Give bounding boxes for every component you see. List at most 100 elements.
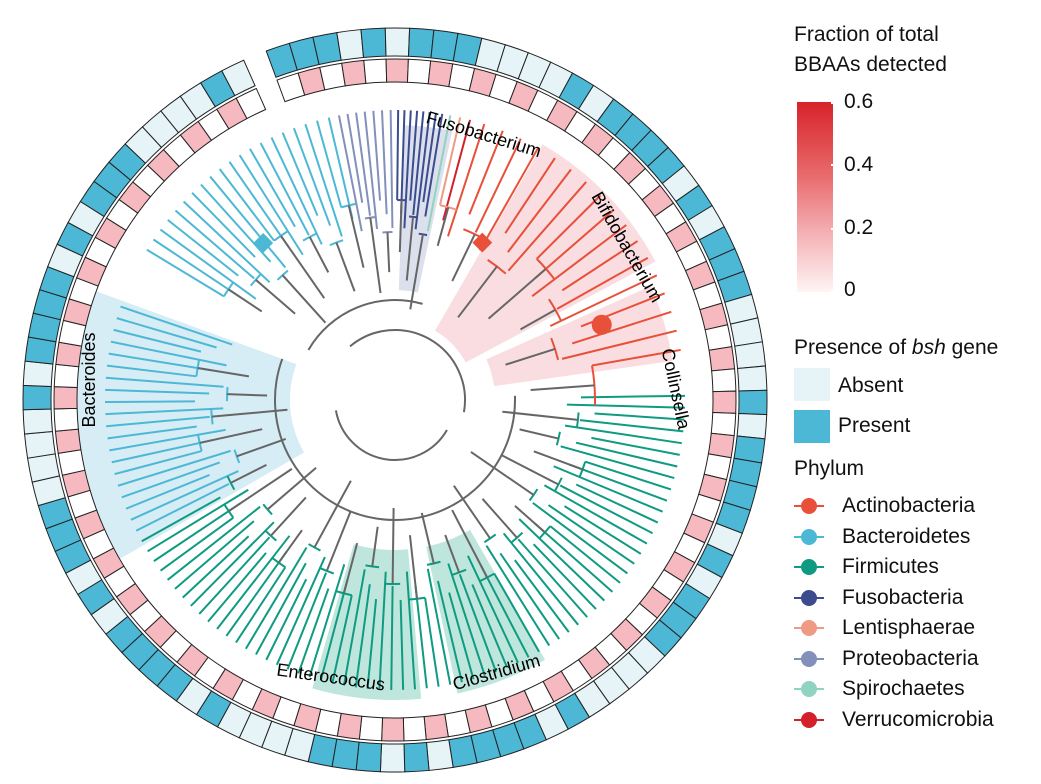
- internal-branch: [505, 347, 556, 366]
- scale-tick-mark: [831, 290, 841, 292]
- leaf-branch: [235, 566, 287, 644]
- leaf-branch: [493, 573, 540, 653]
- leaf-branch: [591, 436, 680, 456]
- bsh-presence-cell: [24, 430, 56, 459]
- fraction-heatmap-cell: [319, 62, 346, 91]
- internal-branch: [369, 217, 382, 294]
- fraction-heatmap-cell: [54, 428, 82, 454]
- phylum-dot-marker: [801, 650, 817, 667]
- leaf-branch: [372, 110, 382, 201]
- leaf-branch: [106, 415, 210, 428]
- fraction-heatmap-cell: [402, 716, 427, 742]
- clade-highlight-bifidobacterium: [435, 144, 656, 363]
- phylum-legend-title: Phylum: [794, 457, 865, 480]
- fraction-heatmap-cell: [708, 346, 736, 372]
- leaf-branch: [198, 536, 271, 615]
- internal-branch: [236, 437, 287, 458]
- leaf-branch: [518, 518, 606, 602]
- group-arc: [426, 560, 441, 566]
- leaf-branch: [319, 579, 349, 681]
- internal-branch: [347, 205, 365, 268]
- phylum-dot-marker: [801, 498, 817, 514]
- phylum-label: Fusobacteria: [842, 585, 964, 609]
- leaf-branch: [549, 274, 658, 327]
- leaf-branch: [331, 595, 353, 684]
- phylum-dot-marker: [801, 620, 817, 636]
- leaf-branch: [366, 599, 378, 689]
- group-arc: [483, 533, 497, 544]
- leaf-branch: [426, 115, 452, 232]
- tree-markers: [253, 232, 612, 335]
- leaf-branch: [110, 340, 227, 367]
- internal-branch: [342, 542, 359, 594]
- leaf-branch: [105, 407, 224, 416]
- leaf-branch: [414, 111, 431, 230]
- group-arc: [528, 488, 539, 502]
- leaf-branch: [225, 550, 288, 637]
- internal-branch: [371, 526, 379, 567]
- group-arc: [226, 475, 236, 491]
- phylum-legend-item: Fusobacteria: [790, 584, 1040, 612]
- group-arc: [408, 215, 418, 219]
- group-arc: [538, 525, 552, 540]
- leaf-branch: [471, 584, 509, 668]
- leaf-branch: [468, 130, 504, 215]
- fraction-heatmap-cell: [235, 87, 267, 120]
- bsh-presence-cell: [737, 365, 768, 392]
- leaf-branch: [218, 168, 275, 242]
- leaf-branch: [153, 502, 241, 562]
- leaf-branch: [389, 110, 394, 229]
- leaf-branch: [517, 538, 588, 618]
- fraction-heatmap-cell: [341, 59, 367, 87]
- clade-label-bacteroides: Bacteroides: [79, 332, 99, 427]
- bsh-title-italic: bsh: [911, 336, 946, 359]
- internal-branch: [308, 236, 330, 273]
- internal-branch: [487, 268, 547, 320]
- heatmap-rings: [22, 27, 768, 773]
- leaf-branch: [547, 504, 635, 565]
- leaf-branch: [591, 348, 681, 367]
- leaf-branch: [354, 584, 371, 688]
- bsh-presence-cell: [355, 741, 383, 773]
- internal-branch: [227, 288, 263, 313]
- leaf-branch: [514, 559, 570, 633]
- internal-branch: [453, 485, 491, 540]
- leaf-branch: [270, 137, 323, 245]
- leaf-branch: [580, 394, 685, 399]
- bacteroidetes-node-marker: [253, 233, 274, 253]
- leaf-branch: [504, 157, 556, 234]
- internal-branch: [230, 463, 267, 484]
- leaf-branch: [405, 571, 417, 690]
- fraction-heatmap-cell: [53, 386, 78, 410]
- leaf-branch: [424, 113, 444, 217]
- bsh-presence-cell: [736, 412, 768, 440]
- leaf-branch: [121, 461, 221, 499]
- leaf-branch: [399, 599, 405, 690]
- leaf-branch: [249, 148, 296, 228]
- group-arc: [536, 258, 556, 280]
- leaf-branch: [141, 496, 221, 543]
- leaf-branch: [281, 132, 319, 217]
- bsh-presence-cell: [425, 739, 454, 771]
- leaf-branch: [105, 400, 196, 404]
- leaf-branch: [343, 569, 366, 686]
- internal-branch: [501, 454, 559, 486]
- leaf-branch: [414, 584, 428, 689]
- phylum-label: Lentisphaerae: [842, 616, 976, 639]
- phylum-dot-marker: [801, 711, 817, 728]
- group-arc: [319, 567, 335, 575]
- group-arc: [308, 543, 321, 552]
- bsh-presence-cell: [336, 29, 365, 61]
- leaf-branch: [448, 592, 475, 680]
- leaf-branch: [297, 588, 330, 674]
- leaf-branch: [400, 110, 406, 215]
- leaf-branch: [228, 161, 290, 248]
- bsh-presence-cell: [360, 27, 387, 58]
- leaf-branch: [255, 562, 307, 655]
- group-arc: [365, 564, 380, 569]
- leaf-branch: [531, 224, 627, 298]
- group-arc: [250, 273, 262, 287]
- phylum-legend-item: Spirochaetes: [790, 675, 1040, 703]
- fraction-heatmap-cell: [423, 713, 449, 741]
